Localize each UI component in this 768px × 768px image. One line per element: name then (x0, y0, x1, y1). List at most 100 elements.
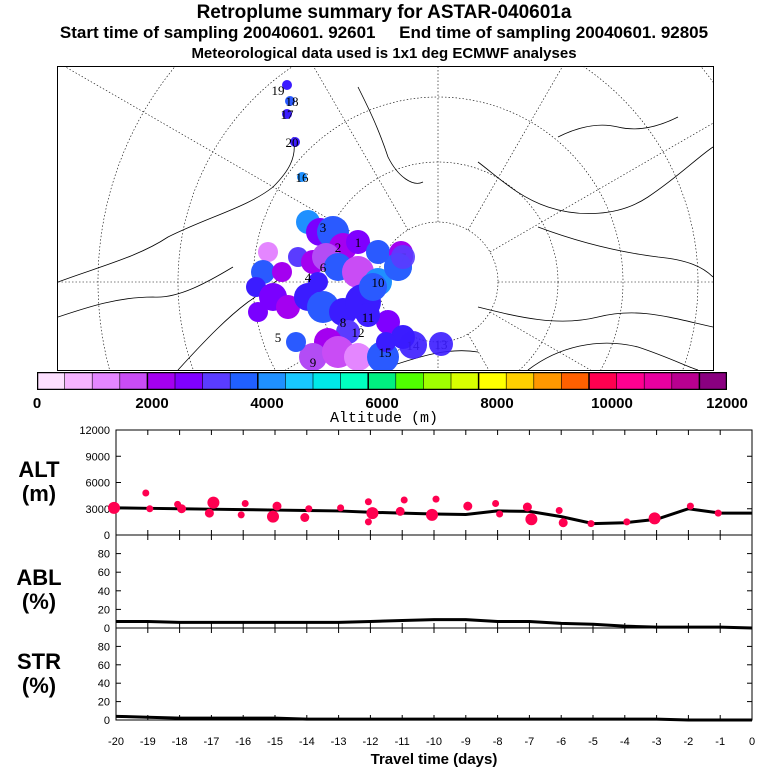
alt-ytick-label: 3000 (86, 504, 110, 516)
altitude-colorbar (37, 372, 727, 390)
coastline (537, 226, 713, 278)
str-ytick-label: 0 (104, 715, 110, 727)
colorbar-swatch (699, 372, 727, 390)
alt-scatter-point (204, 508, 214, 518)
colorbar-tick-label: 0 (32, 395, 42, 412)
alt-ytick-label: 0 (104, 530, 110, 542)
str-frame (115, 627, 753, 721)
colorbar-swatch (313, 372, 342, 390)
str-series-line (115, 714, 752, 722)
map-canvas: 1918172016151413121110987654321 (58, 67, 713, 370)
x-tick-label: -19 (140, 736, 156, 748)
x-tick-label: -6 (556, 736, 566, 748)
alt-label-unit: (m) (21, 481, 57, 506)
plume-label: 19 (272, 83, 285, 98)
colorbar-swatch (533, 372, 562, 390)
plume-label: 16 (296, 170, 310, 185)
plume-marker (308, 272, 328, 292)
x-tick-label: -12 (362, 736, 378, 748)
coastline (557, 116, 679, 138)
alt-scatter-point (241, 500, 249, 507)
colorbar-tick-label: 12000 (706, 395, 748, 412)
abl-ytick-label: 80 (98, 549, 110, 561)
x-tick-label: -3 (652, 736, 662, 748)
str-label-unit: (%) (21, 673, 57, 698)
plume-marker (272, 262, 292, 282)
plume-marker (399, 331, 427, 359)
alt-scatter-point (587, 520, 595, 528)
plume-label: 8 (340, 315, 347, 330)
colorbar-swatch (478, 372, 507, 390)
alt-scatter-point (426, 508, 438, 521)
colorbar-swatch (119, 372, 148, 390)
alt-ytick-label: 12000 (79, 425, 110, 437)
plume-label: 11 (362, 310, 375, 325)
alt-scatter-point (714, 509, 722, 517)
abl-ytick-label: 0 (104, 623, 110, 635)
colorbar-swatch (285, 372, 314, 390)
sampling-times: Start time of sampling 20040601. 92601 E… (59, 23, 709, 42)
colorbar-swatch (671, 372, 700, 390)
plume-marker (366, 240, 390, 264)
str-ytick-label: 20 (98, 697, 110, 709)
plume-label: 12 (352, 325, 365, 340)
plume-marker (290, 137, 300, 147)
x-tick-label: -16 (235, 736, 251, 748)
x-tick-label: -2 (684, 736, 694, 748)
str-ytick-label: 40 (98, 678, 110, 690)
plume-marker (376, 310, 400, 334)
coastline (477, 306, 713, 328)
plume-marker (344, 343, 372, 370)
alt-scatter-point (463, 501, 473, 511)
x-tick-label: -14 (299, 736, 315, 748)
alt-scatter-point (522, 502, 532, 512)
colorbar-swatch (506, 372, 535, 390)
plume-marker (285, 96, 295, 106)
alt-panel-label: ALT (m) (4, 458, 74, 506)
plume-label: 9 (310, 355, 317, 370)
x-tick-label: -1 (715, 736, 725, 748)
x-tick-label: -15 (267, 736, 283, 748)
alt-scatter-point (555, 507, 563, 514)
x-tick-label: -13 (331, 736, 347, 748)
colorbar-swatch (257, 372, 286, 390)
alt-scatter-point (364, 498, 372, 506)
plume-marker (282, 109, 292, 119)
x-tick-label: -5 (588, 736, 598, 748)
x-tick-label: -10 (426, 736, 442, 748)
x-tick-label: -7 (525, 736, 535, 748)
x-tick-label: -9 (461, 736, 471, 748)
alt-scatter-point (492, 500, 500, 507)
colorbar-swatch (92, 372, 121, 390)
x-tick-label: -17 (203, 736, 219, 748)
abl-ytick-label: 20 (98, 604, 110, 616)
alt-scatter-point (108, 501, 120, 514)
colorbar-swatch (230, 372, 259, 390)
colorbar-swatch (368, 372, 397, 390)
plume-label: 10 (372, 275, 385, 290)
x-axis-label: Travel time (days) (371, 751, 498, 768)
x-tick-label: -18 (172, 736, 188, 748)
alt-scatter-point (366, 507, 379, 520)
colorbar-swatch (644, 372, 673, 390)
str-panel-label: STR (%) (4, 650, 74, 698)
abl-label-unit: (%) (21, 589, 57, 614)
plume-marker (258, 242, 278, 262)
alt-scatter-point (305, 505, 313, 513)
alt-ytick-label: 6000 (86, 478, 110, 490)
plume-marker (299, 343, 327, 370)
colorbar-swatch (423, 372, 452, 390)
x-tick-label: -8 (493, 736, 503, 748)
colorbar-tick-label: 8000 (480, 395, 514, 412)
plume-label: 2 (335, 240, 342, 255)
alt-scatter-point (400, 496, 408, 504)
abl-ytick-label: 60 (98, 567, 110, 579)
alt-scatter-point (623, 518, 631, 526)
alt-ytick-label: 9000 (86, 451, 110, 463)
str-ytick-label: 80 (98, 641, 110, 653)
coastline (58, 266, 234, 318)
plume-label: 18 (286, 94, 299, 109)
plume-label: 4 (305, 270, 312, 285)
x-tick-label: -4 (620, 736, 630, 748)
